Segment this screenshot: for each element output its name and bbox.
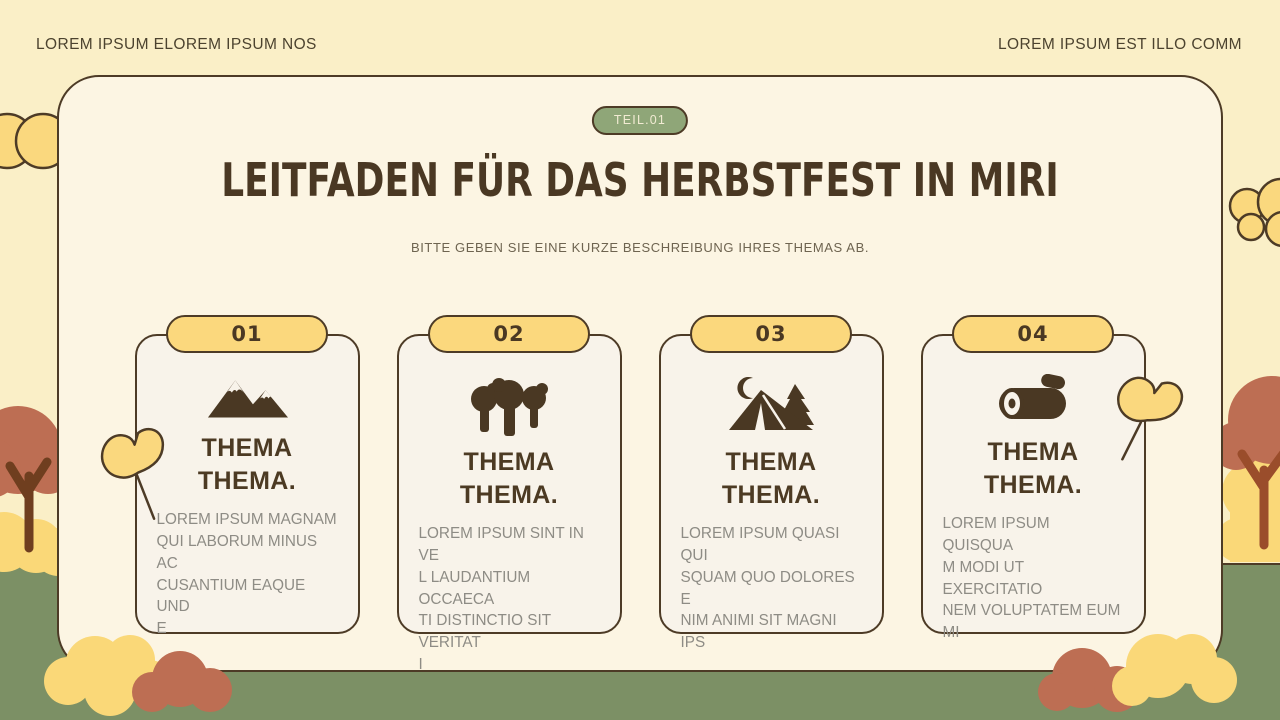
card-number-badge: 02 — [428, 315, 590, 353]
campsite-icon — [729, 377, 814, 430]
main-panel: TEIL.01 LEITFADEN FÜR DAS HERBSTFEST IN … — [57, 75, 1223, 673]
card-title: THEMA THEMA. — [459, 448, 559, 509]
card-title: THEMA THEMA. — [721, 448, 821, 509]
card-body: LOREM IPSUM MAGNAM QUI LABORUM MINUS AC … — [156, 511, 337, 638]
log-icon — [999, 374, 1066, 419]
card-title: THEMA THEMA. — [197, 434, 297, 495]
mountains-icon — [207, 380, 288, 418]
trees-icon — [471, 378, 548, 436]
card-body: LOREM IPSUM SINT IN VE L LAUDANTIUM OCCA… — [418, 525, 584, 674]
header-right-text: LOREM IPSUM EST ILLO COMM — [998, 36, 1242, 53]
cards-row: 01 THEMA THEMA. LOREM IPSUM MAGNAM QUI L… — [59, 315, 1221, 673]
card-body: LOREM IPSUM QUASI QUI SQUAM QUO DOLORES … — [680, 525, 855, 652]
card-number-badge: 01 — [166, 315, 328, 353]
page-title: LEITFADEN FÜR DAS HERBSTFEST IN MIRI — [221, 153, 1059, 207]
topic-card-1: 01 THEMA THEMA. LOREM IPSUM MAGNAM QUI L… — [134, 315, 360, 637]
topic-card-4: 04 THEMA THEMA. LOREM IPSUM QUISQUA M MO… — [920, 315, 1146, 641]
card-number-badge: 04 — [952, 315, 1114, 353]
card-body: LOREM IPSUM QUISQUA M MODI UT EXERCITATI… — [942, 515, 1121, 642]
card-title: THEMA THEMA. — [983, 438, 1083, 499]
cloud-right-icon — [1228, 177, 1280, 247]
topic-card-2: 02 — [396, 315, 622, 673]
card-number-badge: 03 — [690, 315, 852, 353]
section-badge: TEIL.01 — [591, 106, 689, 135]
header-left-text: LOREM IPSUM ELOREM IPSUM NOS — [36, 36, 317, 53]
topic-card-3: 03 THEMA THEMA. LOREM IPSUM QUASI QUI SQ… — [658, 315, 884, 651]
page-subtitle: BITTE GEBEN SIE EINE KURZE BESCHREIBUNG … — [410, 240, 870, 255]
